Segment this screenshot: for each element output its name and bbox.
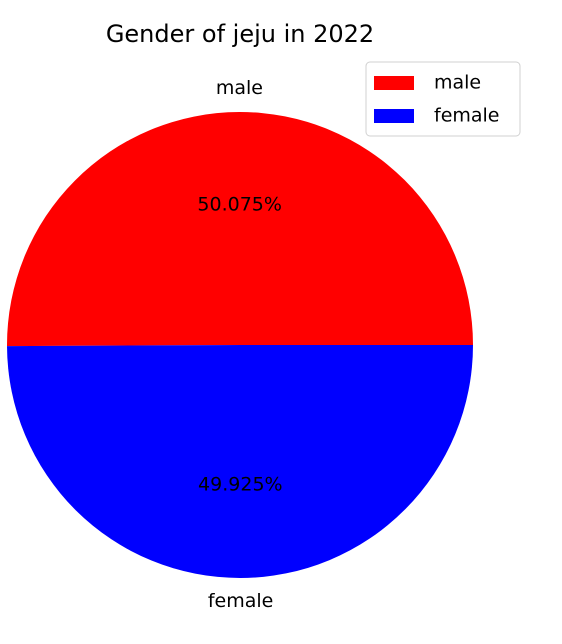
slice-label-male: male <box>216 77 263 99</box>
legend-swatch-female <box>374 109 414 123</box>
pie-percent-labels: 50.075% 49.925% <box>197 194 282 496</box>
chart-title: Gender of jeju in 2022 <box>106 20 374 48</box>
pie-slice-male <box>6 111 473 347</box>
slice-label-female: female <box>208 590 274 612</box>
legend-label-male: male <box>434 72 481 94</box>
legend: male female <box>365 61 521 137</box>
percent-label-female: 49.925% <box>198 473 283 495</box>
legend-swatch-male <box>374 76 414 90</box>
legend-entries: male female <box>374 72 500 127</box>
legend-label-female: female <box>434 105 500 127</box>
pie-slice-labels: male female <box>208 77 274 612</box>
pie-slice-female <box>7 345 473 578</box>
percent-label-male: 50.075% <box>197 194 282 216</box>
pie-slices <box>6 111 473 578</box>
